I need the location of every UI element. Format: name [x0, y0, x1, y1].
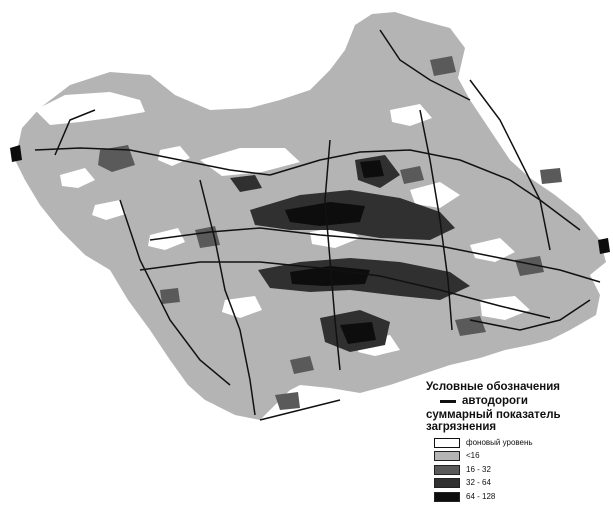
- road-line-icon: [440, 400, 456, 403]
- legend-index-label: суммарный показатель загрязнения: [426, 409, 561, 433]
- legend-swatch: [434, 437, 460, 448]
- legend-class-label: <16: [466, 451, 480, 461]
- legend-class-item: 64 - 128: [434, 490, 606, 504]
- territory-southwest-zone: [200, 370, 300, 420]
- legend-swatch: [434, 464, 460, 475]
- legend-class-label: 16 - 32: [466, 464, 491, 474]
- pollution-16-32-zones: [98, 56, 562, 410]
- legend-class-item: 32 - 64: [434, 477, 606, 491]
- legend-class-item: <16: [434, 450, 606, 464]
- legend-class-label: 32 - 64: [466, 478, 491, 488]
- legend-class-label: фоновый уровень: [466, 437, 533, 447]
- legend-title: Условные обозначения: [426, 381, 561, 393]
- legend-class-label: 64 - 128: [466, 491, 496, 501]
- pollution-64-128-zones: [10, 145, 610, 344]
- legend-swatch: [434, 491, 460, 502]
- legend-swatch: [434, 451, 460, 462]
- legend-road-entry: автодороги: [440, 395, 606, 408]
- legend-class-item: фоновый уровень: [434, 436, 606, 450]
- legend-class-item: 16 - 32: [434, 463, 606, 477]
- legend-swatch: [434, 478, 460, 489]
- legend-classes: фоновый уровень <16 16 - 32 32 - 64 64 - 128: [434, 436, 606, 504]
- roads: [34, 29, 601, 421]
- map-legend: Условные обозначения автодороги суммарны…: [426, 380, 606, 504]
- legend-road-label: автодороги: [462, 395, 528, 407]
